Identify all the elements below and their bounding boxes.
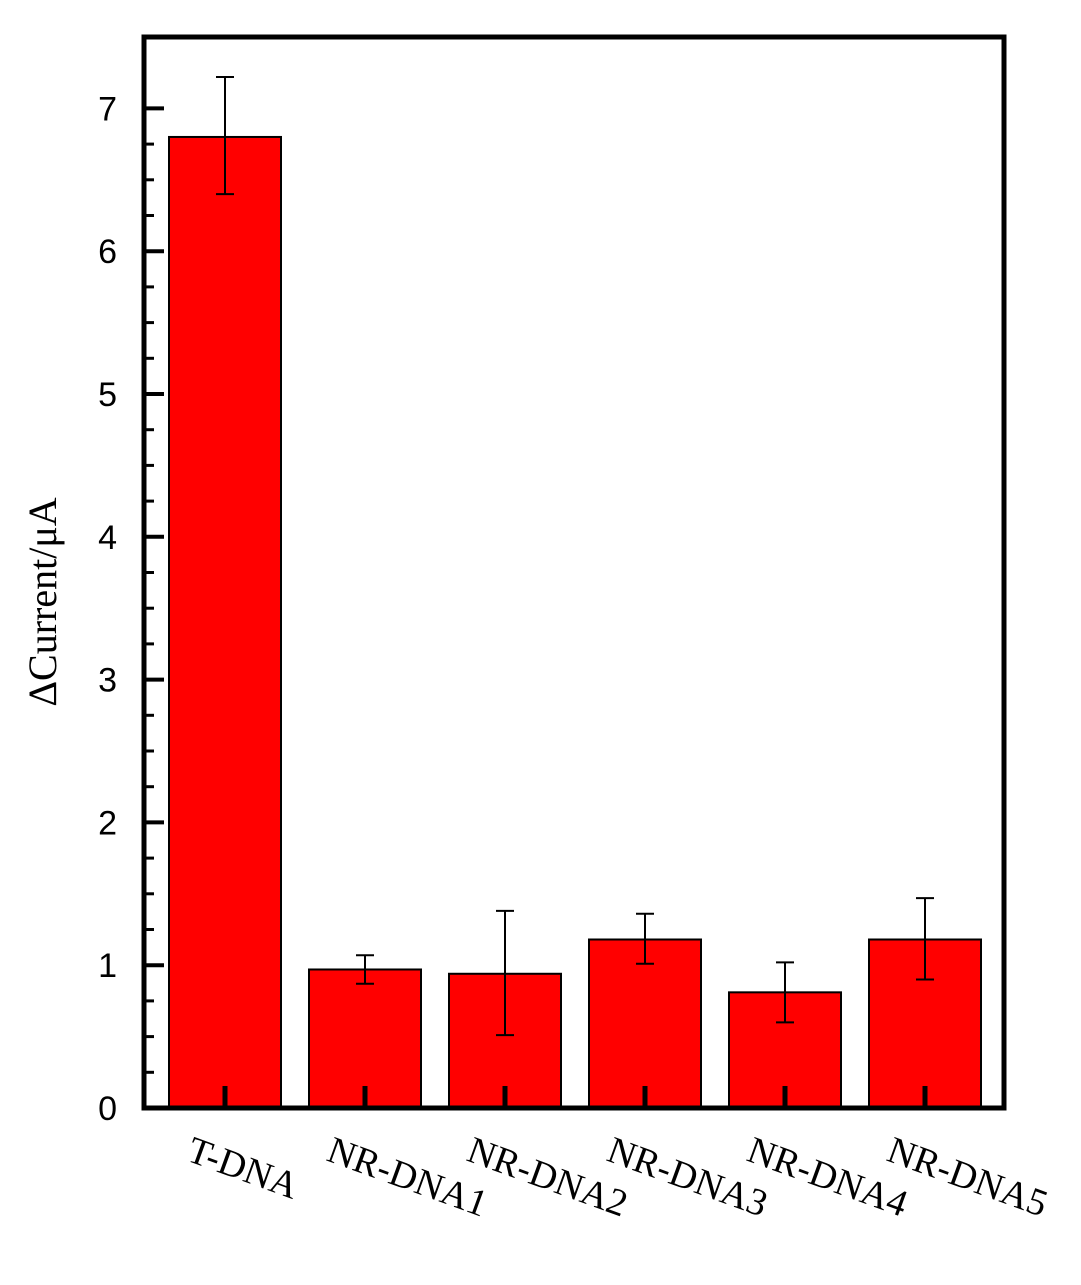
y-tick-label: 2 <box>98 804 117 842</box>
x-tick-label: T-DNA <box>182 1129 305 1208</box>
x-tick-label: NR-DNA2 <box>462 1129 633 1226</box>
x-tick-label: NR-DNA3 <box>602 1129 773 1226</box>
y-axis-title: ΔCurrent/μA <box>20 497 65 706</box>
y-tick-label: 7 <box>98 90 117 128</box>
error-bars-layer <box>216 75 934 1037</box>
bar-t-dna <box>168 135 282 1109</box>
y-tick-label: 4 <box>98 519 117 557</box>
y-axis-ticks: 0 1 2 3 4 5 6 7 <box>98 90 164 1128</box>
y-tick-label: 0 <box>98 1090 117 1128</box>
bars-layer <box>168 135 982 1110</box>
bar-nr-dna1 <box>308 968 422 1110</box>
y-tick-label: 5 <box>98 376 117 414</box>
x-tick-label: NR-DNA1 <box>322 1129 493 1226</box>
y-tick-label: 1 <box>98 947 117 985</box>
y-tick-label: 3 <box>98 662 117 700</box>
x-tick-label: NR-DNA5 <box>882 1129 1053 1226</box>
x-tick-label: NR-DNA4 <box>742 1129 913 1226</box>
y-tick-label: 6 <box>98 233 117 271</box>
